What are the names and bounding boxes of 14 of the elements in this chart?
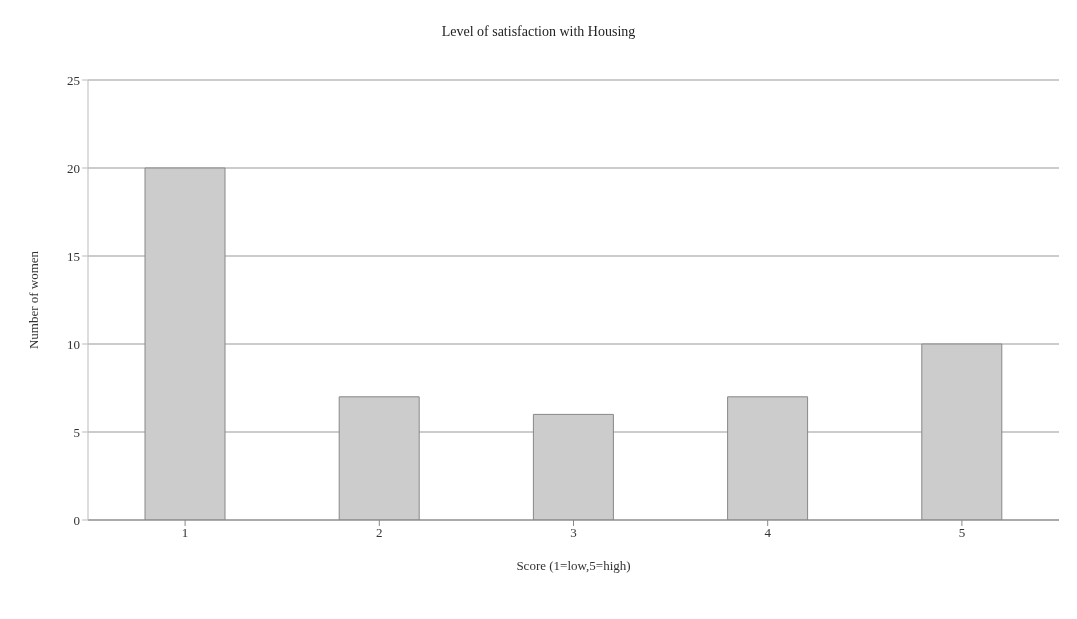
y-tick-label: 25 (67, 72, 80, 88)
x-tick-label: 2 (376, 525, 383, 541)
y-tick-label: 10 (67, 336, 80, 352)
x-tick-label: 5 (958, 525, 966, 541)
y-tick-label: 0 (73, 512, 80, 528)
chart-title: Level of satisfaction with Housing (440, 23, 637, 40)
x-tick-label: 1 (181, 525, 189, 541)
y-axis-title: Number of women (25, 250, 41, 350)
x-tick-label: 3 (570, 525, 577, 541)
x-tick-label: 4 (764, 525, 772, 541)
y-tick-label: 15 (67, 248, 80, 264)
y-tick-label: 20 (67, 160, 80, 176)
y-tick-label: 5 (73, 424, 80, 440)
x-axis-title: Score (1=low,5=high) (516, 558, 631, 573)
